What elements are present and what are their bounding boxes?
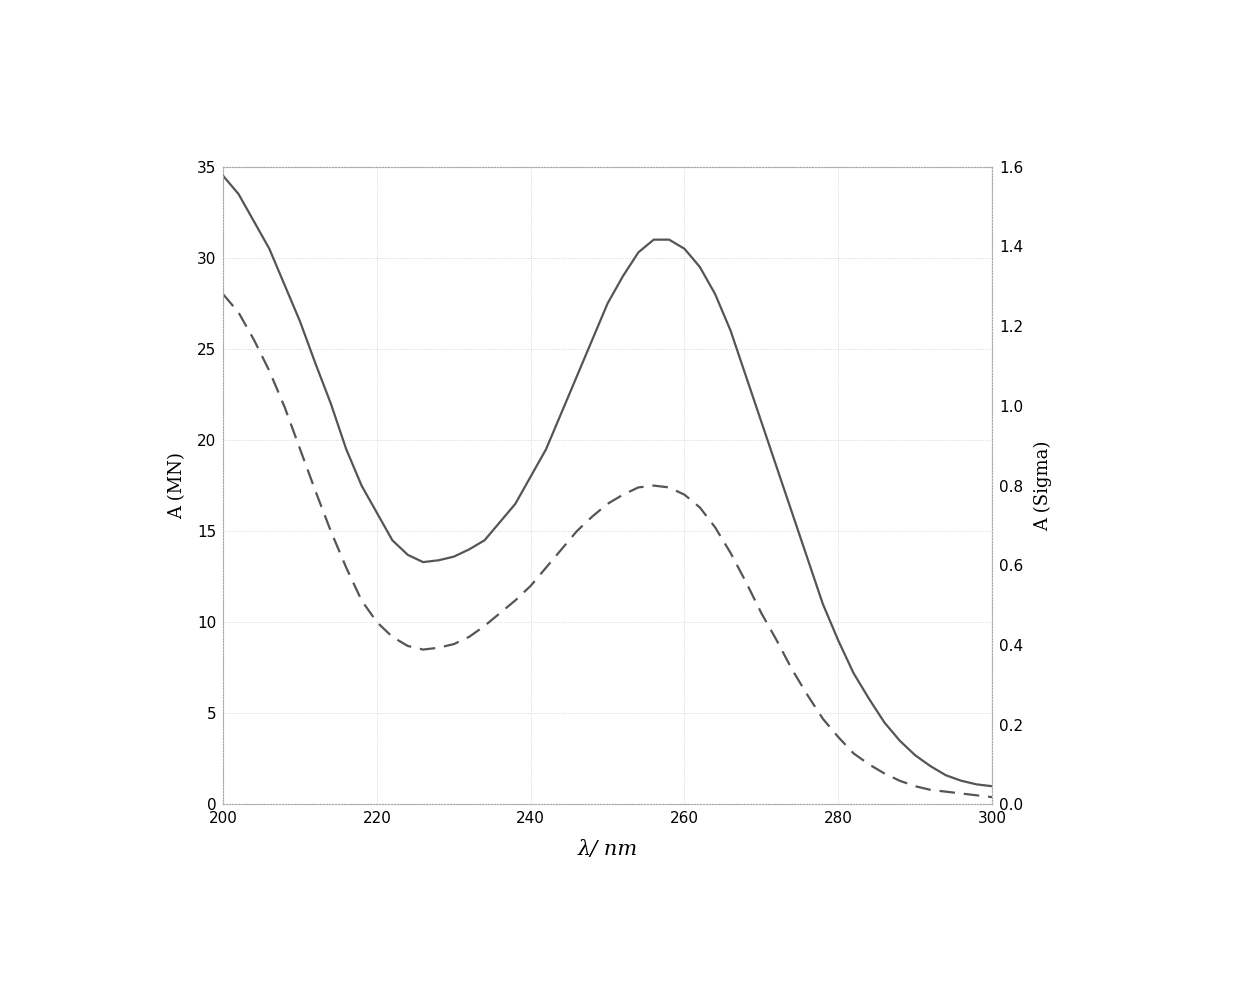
- Y-axis label: A (Sigma): A (Sigma): [1034, 440, 1053, 531]
- X-axis label: λ/ nm: λ/ nm: [578, 841, 637, 859]
- Y-axis label: A (MN): A (MN): [167, 452, 186, 519]
